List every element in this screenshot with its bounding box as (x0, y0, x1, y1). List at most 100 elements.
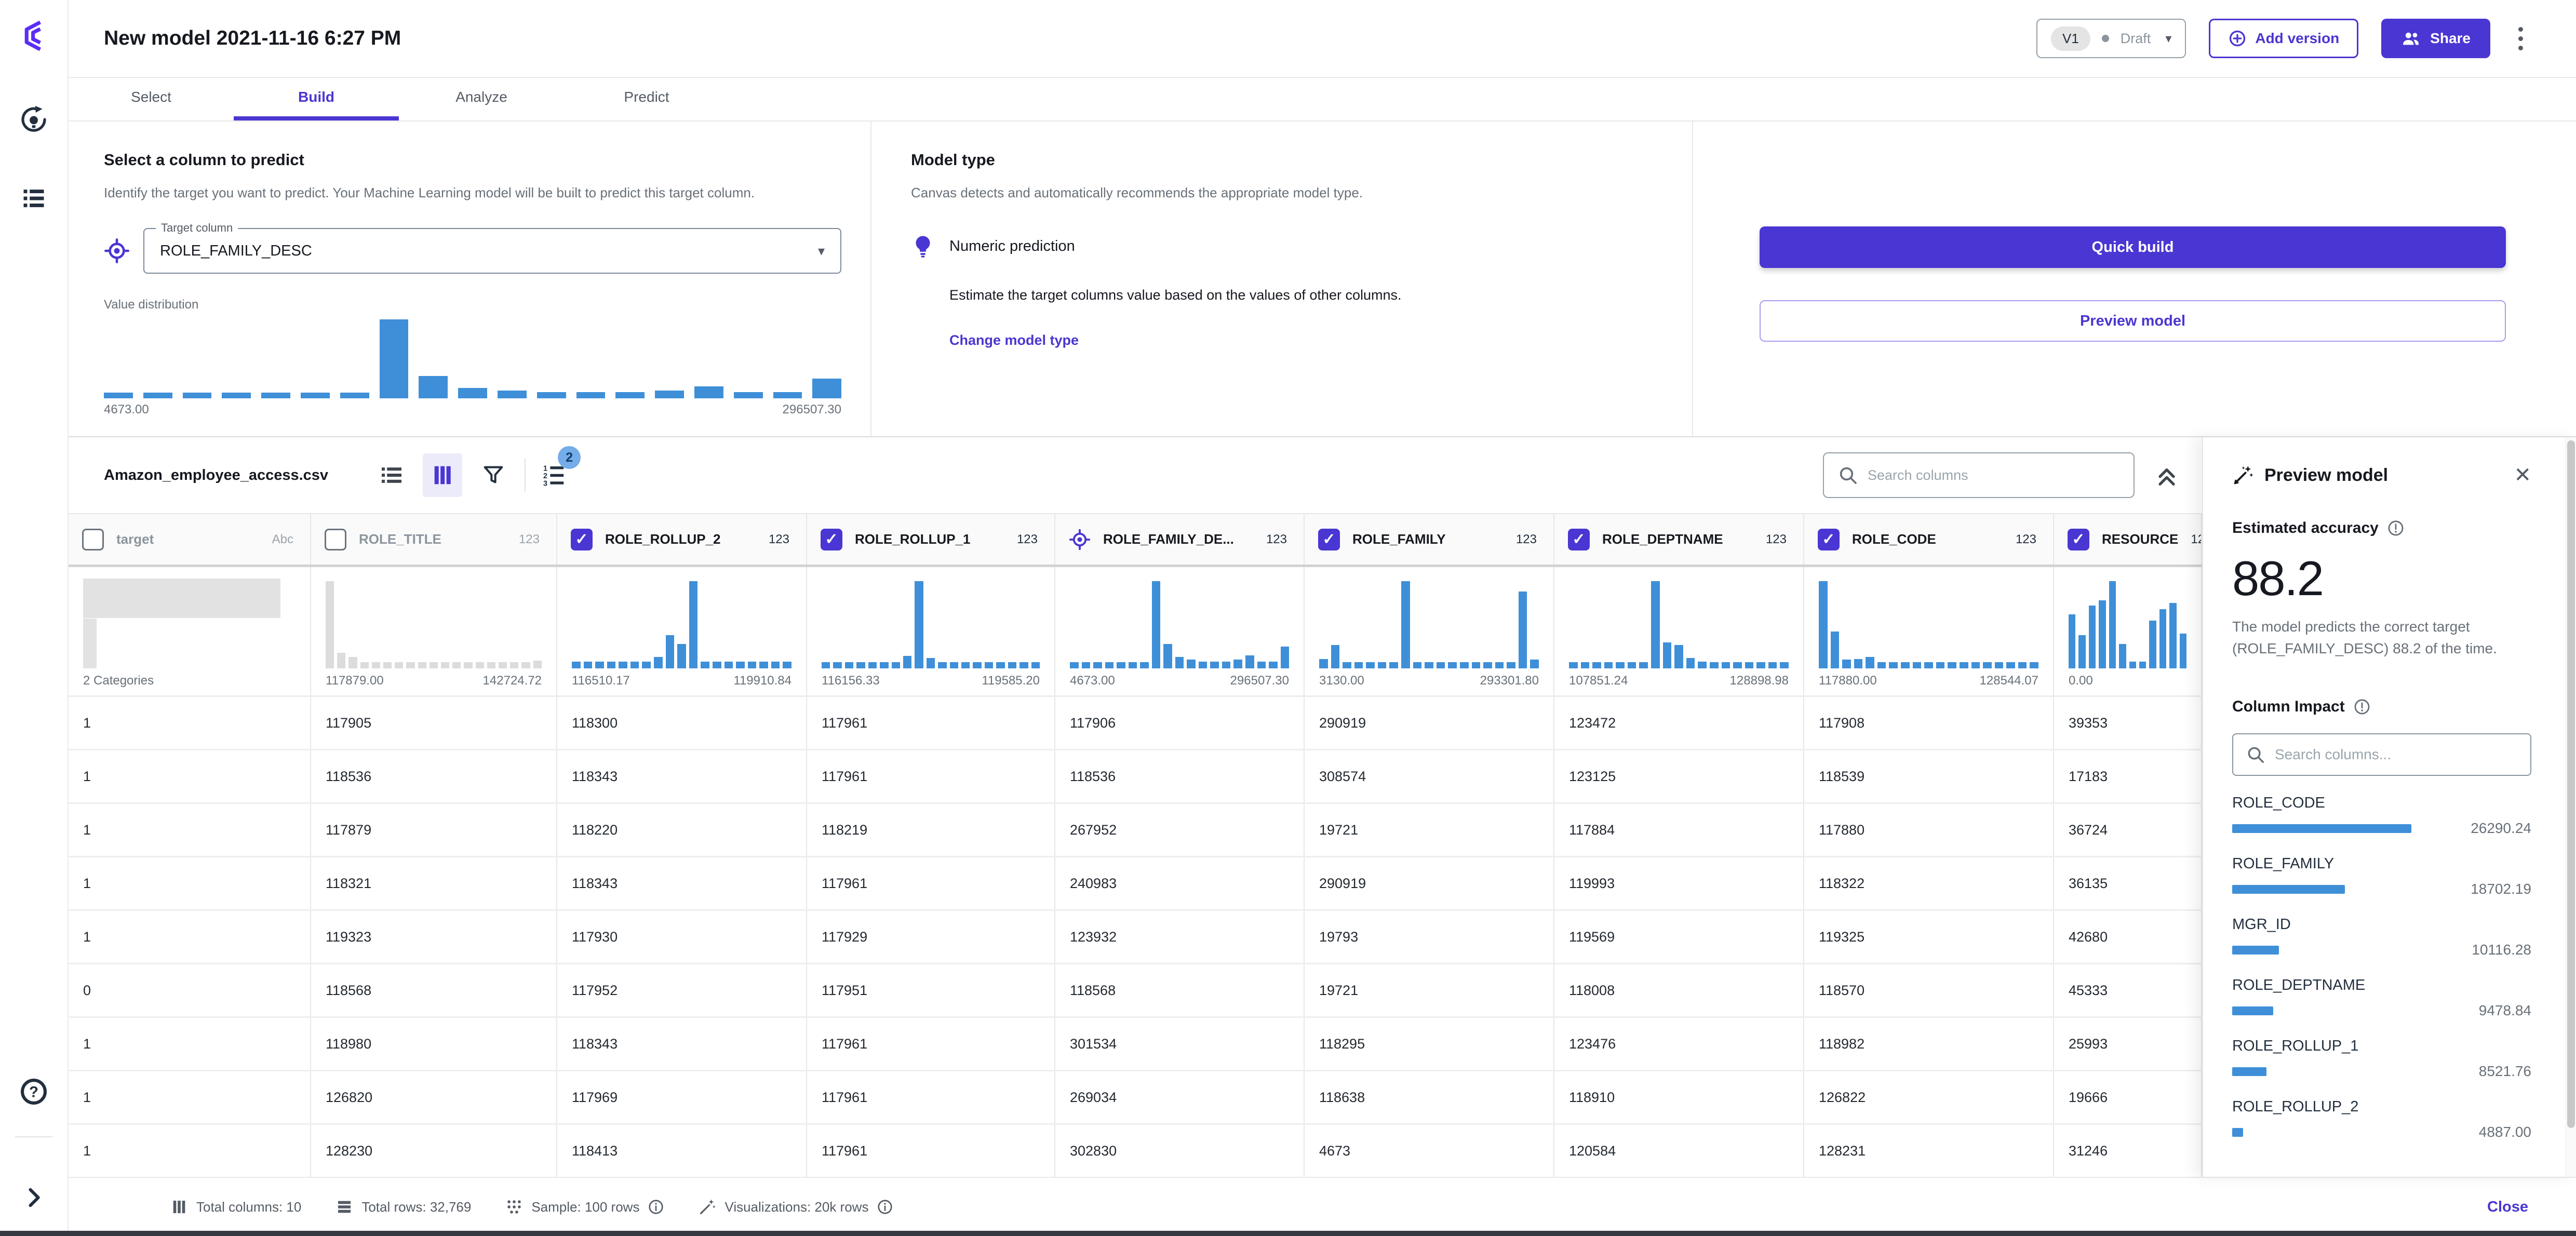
scrollbar-thumb[interactable] (2567, 440, 2575, 1128)
histogram-bar (452, 662, 461, 668)
columns-search-input[interactable] (1868, 467, 2120, 483)
histogram-bar (2069, 614, 2076, 668)
histogram-bar (1518, 592, 1527, 668)
column-checkbox[interactable]: ✓ (1818, 528, 1840, 550)
expand-sidebar-icon[interactable] (19, 1183, 48, 1212)
close-button[interactable]: Close (2487, 1198, 2528, 1215)
info-icon[interactable] (648, 1199, 664, 1215)
table-cell: 4673 (1305, 1125, 1554, 1177)
info-icon[interactable] (2353, 698, 2371, 716)
tab-predict[interactable]: Predict (624, 89, 669, 105)
histogram-bar (1210, 662, 1219, 668)
histogram-bar (2159, 609, 2167, 668)
column-checkbox[interactable]: ✓ (1568, 528, 1590, 550)
models-nav-icon[interactable] (19, 105, 48, 134)
column-header-target[interactable]: target Abc (69, 514, 311, 565)
histogram-bar (733, 392, 763, 398)
table-cell: 36135 (2054, 857, 2202, 909)
collapse-icon[interactable] (2152, 461, 2181, 490)
histogram-bar (1175, 657, 1184, 668)
column-checkbox[interactable] (325, 528, 346, 550)
column-type-label: Abc (272, 532, 293, 546)
column-name: target (116, 531, 154, 547)
column-checkbox[interactable] (82, 528, 104, 550)
table-cell: 117961 (807, 1018, 1055, 1070)
search-icon (2246, 745, 2265, 764)
histogram-bar (521, 662, 530, 668)
column-checkbox[interactable]: ✓ (2068, 528, 2089, 550)
column-checkbox[interactable]: ✓ (821, 528, 842, 550)
column-impact-list: ROLE_CODE 26290.24 ROLE_FAMILY 18702.19 MGR_… (2232, 795, 2531, 1140)
column-header-role-code[interactable]: ✓ ROLE_CODE 123 (1804, 514, 2054, 565)
datasets-nav-icon[interactable] (19, 184, 48, 213)
column-checkbox[interactable]: ✓ (571, 528, 593, 550)
column-impact-row: Column Impact (2232, 698, 2531, 716)
impact-search-input[interactable] (2275, 746, 2518, 763)
table-cell: 240983 (1055, 857, 1305, 909)
info-icon[interactable] (877, 1199, 893, 1215)
column-name: ROLE_DEPTNAME (1602, 531, 1723, 547)
quick-build-button[interactable]: Quick build (1760, 226, 2506, 268)
column-header-role-deptname[interactable]: ✓ ROLE_DEPTNAME 123 (1554, 514, 1804, 565)
column-header-role-title[interactable]: ROLE_TITLE 123 (311, 514, 557, 565)
table-cell: 123125 (1554, 750, 1804, 802)
column-header-role-rollup-1[interactable]: ✓ ROLE_ROLLUP_1 123 (807, 514, 1055, 565)
column-view-icon[interactable] (423, 453, 463, 497)
histogram-bar (1604, 662, 1613, 668)
info-icon[interactable] (2387, 519, 2405, 537)
select-column-heading: Select a column to predict (104, 151, 304, 169)
histogram-bar (1140, 662, 1149, 668)
column-histogram: 0.00 (2054, 567, 2202, 695)
histogram-bar (1070, 662, 1079, 668)
column-header-role-family[interactable]: ✓ ROLE_FAMILY 123 (1305, 514, 1554, 565)
column-name: ROLE_FAMILY (1352, 531, 1446, 547)
help-icon[interactable]: ? (19, 1077, 48, 1106)
histogram-bar (595, 662, 604, 668)
column-header-role-family-de-[interactable]: ROLE_FAMILY_DE... 123 (1055, 514, 1305, 565)
sample-dots-icon (507, 1200, 521, 1214)
table-cell: 117951 (807, 964, 1055, 1016)
table-cell: 118570 (1804, 964, 2054, 1016)
histogram-bar (724, 662, 733, 668)
panel-scrollbar[interactable] (2566, 437, 2576, 1177)
impact-item[interactable]: ROLE_ROLLUP_2 4887.00 (2232, 1098, 2531, 1140)
add-version-button[interactable]: Add version (2209, 19, 2359, 58)
histogram-bar (326, 581, 334, 668)
column-checkbox[interactable]: ✓ (1318, 528, 1340, 550)
share-button[interactable]: Share (2381, 19, 2490, 58)
histogram-bar (1233, 660, 1242, 668)
histogram-bar (2018, 662, 2027, 668)
tab-select[interactable]: Select (131, 89, 171, 105)
target-column-select[interactable]: Target column ROLE_FAMILY_DESC ▾ (143, 221, 841, 274)
version-selector[interactable]: V1 Draft ▾ (2036, 19, 2186, 58)
range-label: 3130.00 (1319, 674, 1364, 688)
impact-item[interactable]: MGR_ID 10116.28 (2232, 916, 2531, 958)
change-model-type-link[interactable]: Change model type (949, 332, 1079, 348)
range-label: 117880.00 (1819, 674, 1877, 688)
table-cell: 118321 (311, 857, 557, 909)
table-cell: 119325 (1804, 911, 2054, 963)
canvas-logo-icon[interactable] (17, 19, 51, 53)
impact-item[interactable]: ROLE_FAMILY 18702.19 (2232, 855, 2531, 897)
impact-item[interactable]: ROLE_ROLLUP_1 8521.76 (2232, 1038, 2531, 1080)
close-icon[interactable]: ✕ (2514, 464, 2531, 487)
histogram-bar (1413, 662, 1422, 668)
list-view-icon[interactable] (378, 462, 405, 489)
tab-build[interactable]: Build (234, 78, 399, 120)
range-label: 142724.72 (482, 674, 542, 688)
column-header-resource[interactable]: ✓ RESOURCE 123 (2054, 514, 2202, 565)
kebab-menu-icon[interactable] (2513, 22, 2528, 56)
tab-analyze[interactable]: Analyze (455, 89, 507, 105)
column-header-role-rollup-2[interactable]: ✓ ROLE_ROLLUP_2 123 (557, 514, 807, 565)
histogram-bar (1530, 660, 1539, 668)
impact-item[interactable]: ROLE_CODE 26290.24 (2232, 795, 2531, 837)
filter-icon[interactable] (480, 462, 507, 489)
preview-model-button[interactable]: Preview model (1760, 300, 2506, 342)
histogram-bar (1819, 581, 1828, 668)
table-row: 1 118321 118343 117961 240983 290919 119993 118… (69, 857, 2202, 911)
histogram-bar (419, 376, 448, 398)
impact-item[interactable]: ROLE_DEPTNAME 9478.84 (2232, 977, 2531, 1019)
